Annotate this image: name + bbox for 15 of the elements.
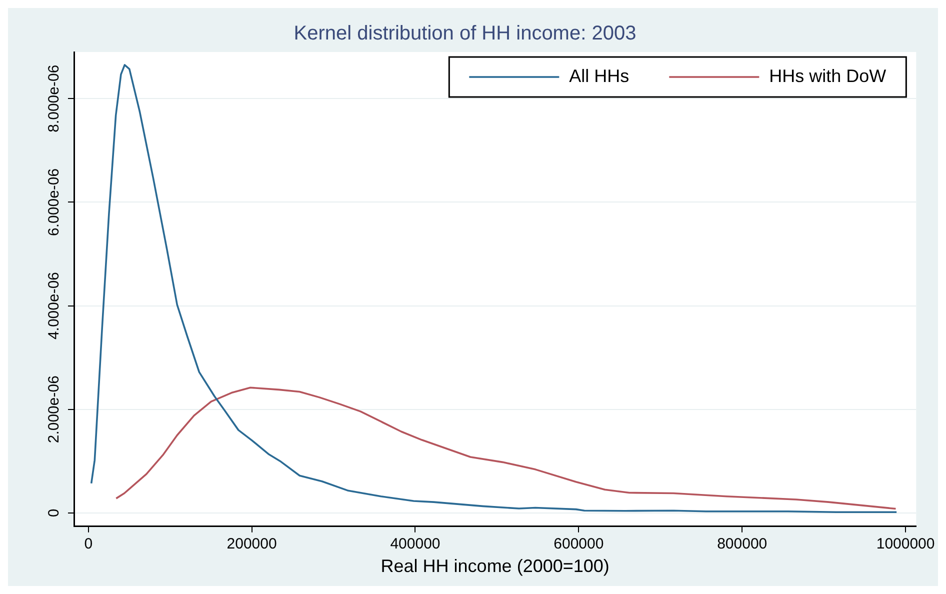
y-tick-label: 6.000e-06 xyxy=(46,168,63,236)
x-axis-title: Real HH income (2000=100) xyxy=(380,556,610,576)
chart-title: Kernel distribution of HH income: 2003 xyxy=(294,22,636,45)
x-tick-label: 0 xyxy=(84,536,93,553)
y-tick-label: 0 xyxy=(46,508,63,518)
x-tick-label: 800000 xyxy=(717,536,768,553)
x-tick-label: 1000000 xyxy=(876,536,935,553)
legend-label: HHs with DoW xyxy=(769,66,886,86)
x-tick-label: 200000 xyxy=(226,536,277,553)
legend-label: All HHs xyxy=(569,66,630,86)
x-tick-label: 400000 xyxy=(390,536,440,553)
y-tick-label: 4.000e-06 xyxy=(46,272,63,340)
y-tick-label: 2.000e-06 xyxy=(46,376,63,444)
x-tick-label: 600000 xyxy=(554,536,604,553)
y-tick-label: 8.000e-06 xyxy=(46,64,63,132)
